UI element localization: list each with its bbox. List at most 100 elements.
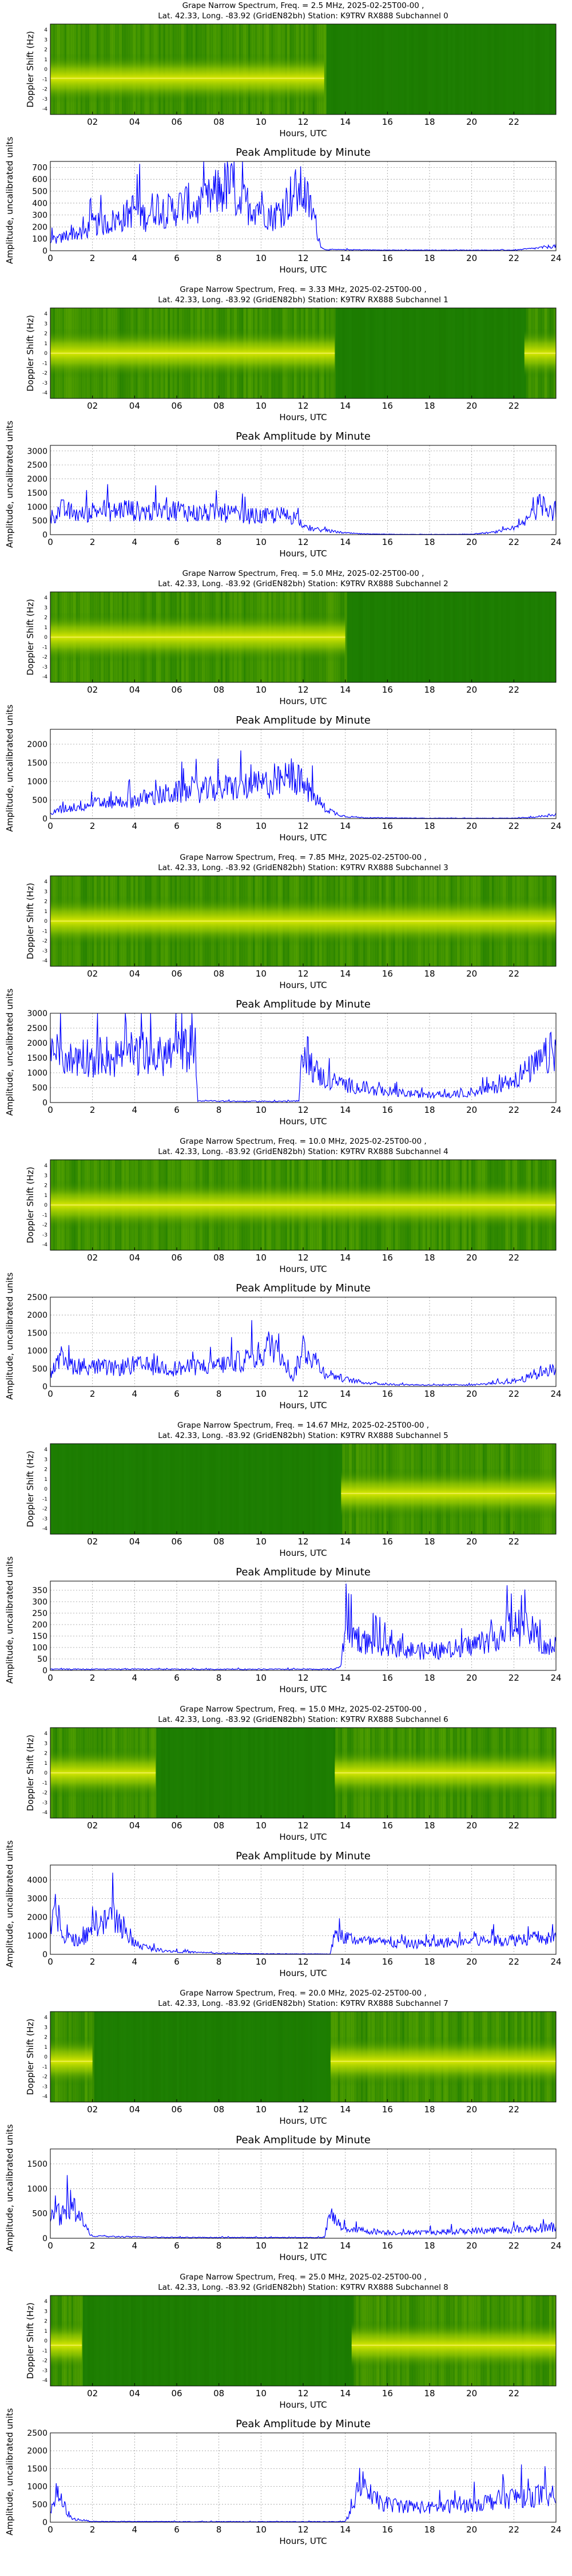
spectrum-ytick-label: 0 <box>44 351 47 357</box>
spectrum-column <box>324 2296 327 2386</box>
spectrum-column <box>275 1728 279 1818</box>
spectrum-column <box>206 2012 209 2102</box>
spectrum-column <box>197 2012 200 2102</box>
amp-xlabel: Hours, UTC <box>279 1968 327 1978</box>
spectrum-column <box>328 1444 331 1534</box>
spectrum-column <box>496 24 499 114</box>
amp-xtick-label: 20 <box>466 821 477 831</box>
spectrum-xtick-label: 10 <box>256 2388 267 2399</box>
spectrum-xtick-label: 06 <box>171 1820 182 1831</box>
spectrum-column <box>450 592 453 682</box>
amp-xtick-label: 2 <box>90 1673 96 1683</box>
spectrum-column <box>514 308 518 398</box>
spectrum-xtick-label: 18 <box>424 685 435 695</box>
amp-xtick-label: 16 <box>382 253 393 263</box>
amp-xtick-label: 8 <box>216 1673 222 1683</box>
spectrum-column <box>457 24 460 114</box>
amp-xtick-label: 6 <box>174 537 180 547</box>
spectrum-column <box>282 1444 285 1534</box>
amp-xtick-label: 0 <box>47 1673 53 1683</box>
spectrum-title-line2: Lat. 42.33, Long. -83.92 (GridEN82bh) St… <box>158 579 448 588</box>
spectrum-column <box>216 2012 219 2102</box>
spectrum-column <box>347 592 349 682</box>
spectrum-column <box>184 1444 186 1534</box>
spectrum-xlabel: Hours, UTC <box>279 2400 327 2410</box>
spectrum-column <box>169 2296 173 2386</box>
spectrum-column <box>126 2012 129 2102</box>
spectrum-xtick-label: 16 <box>382 969 393 979</box>
amp-xtick-label: 20 <box>466 1389 477 1399</box>
spectrum-column <box>50 1444 53 1534</box>
amp-xtick-label: 22 <box>509 537 519 547</box>
spectrum-column <box>133 2296 136 2386</box>
spectrum-column <box>172 1728 175 1818</box>
spectrum-xtick-label: 02 <box>87 1253 98 1263</box>
amp-xtick-label: 14 <box>340 2524 351 2535</box>
spectrum-ylabel: Doppler Shift (Hz) <box>25 1451 35 1527</box>
spectrum-xtick-label: 18 <box>424 2104 435 2115</box>
spectrum-ytick-label: -3 <box>42 665 47 670</box>
spectrum-column <box>473 24 476 114</box>
amp-ytick-label: 150 <box>32 1632 47 1641</box>
spectrum-column <box>388 592 391 682</box>
spectrum-column <box>188 2296 191 2386</box>
spectrum-ytick-label: 2 <box>44 1467 47 1473</box>
amp-xtick-label: 24 <box>550 2241 561 2251</box>
spectrum-column <box>160 2012 164 2102</box>
spectrum-column <box>305 1444 308 1534</box>
spectrum-xtick-label: 14 <box>340 1536 351 1547</box>
spectrum-column <box>473 592 476 682</box>
spectrum-column <box>275 2296 279 2386</box>
spectrum-column <box>289 2296 292 2386</box>
spectrum-column <box>108 2296 110 2386</box>
spectrum-column <box>344 24 347 114</box>
spectrum-column <box>434 592 437 682</box>
spectrum-column <box>457 592 460 682</box>
spectrum-xtick-label: 08 <box>213 401 224 411</box>
spectrum-column <box>487 24 490 114</box>
spectrum-column <box>452 308 455 398</box>
spectrum-xtick-label: 04 <box>129 401 140 411</box>
spectrum-column <box>103 2296 106 2386</box>
amp-xtick-label: 16 <box>382 1389 393 1399</box>
spectrum-ytick-label: -4 <box>42 958 47 964</box>
amp-xtick-label: 14 <box>340 1673 351 1683</box>
spectrum-column <box>496 308 499 398</box>
amp-xtick-label: 18 <box>424 253 435 263</box>
amp-xtick-label: 20 <box>466 1673 477 1683</box>
spectrum-xtick-label: 12 <box>297 117 308 127</box>
spectrum-column <box>510 308 513 398</box>
spectrum-column <box>546 24 550 114</box>
spectrum-ytick-label: -1 <box>42 1780 47 1786</box>
spectrum-column <box>114 2296 117 2386</box>
spectrum-column <box>349 2296 352 2386</box>
spectrum-xtick-label: 18 <box>424 1536 435 1547</box>
spectrum-column <box>491 24 494 114</box>
spectrum-column <box>250 2296 253 2386</box>
spectrum-column <box>128 2296 132 2386</box>
spectrum-column <box>87 1444 90 1534</box>
spectrum-column <box>146 1444 150 1534</box>
spectrum-column <box>105 1444 108 1534</box>
spectrum-column <box>121 2012 124 2102</box>
spectrum-xlabel: Hours, UTC <box>279 1548 327 1558</box>
subchannel-panel-0: Grape Narrow Spectrum, Freq. = 2.5 MHz, … <box>5 1 562 275</box>
amp-frame <box>50 1581 557 1671</box>
spectrum-column <box>303 1444 306 1534</box>
spectrum-xtick-label: 12 <box>297 1820 308 1831</box>
amp-frame <box>50 445 557 535</box>
amp-frame <box>50 1297 557 1387</box>
spectrum-column <box>156 1444 159 1534</box>
spectrum-column <box>264 1728 267 1818</box>
spectrum-column <box>349 308 352 398</box>
amp-xtick-label: 6 <box>174 1389 180 1399</box>
spectrum-column <box>181 2296 184 2386</box>
spectrum-xtick-label: 22 <box>509 2388 519 2399</box>
spectrum-column <box>94 2296 97 2386</box>
amp-title: Peak Amplitude by Minute <box>236 998 371 1010</box>
spectrum-column <box>211 1728 214 1818</box>
spectrum-title-line1: Grape Narrow Spectrum, Freq. = 3.33 MHz,… <box>180 285 426 294</box>
spectrum-column <box>257 1728 260 1818</box>
spectrum-column <box>340 2296 343 2386</box>
spectrum-column <box>284 1728 288 1818</box>
